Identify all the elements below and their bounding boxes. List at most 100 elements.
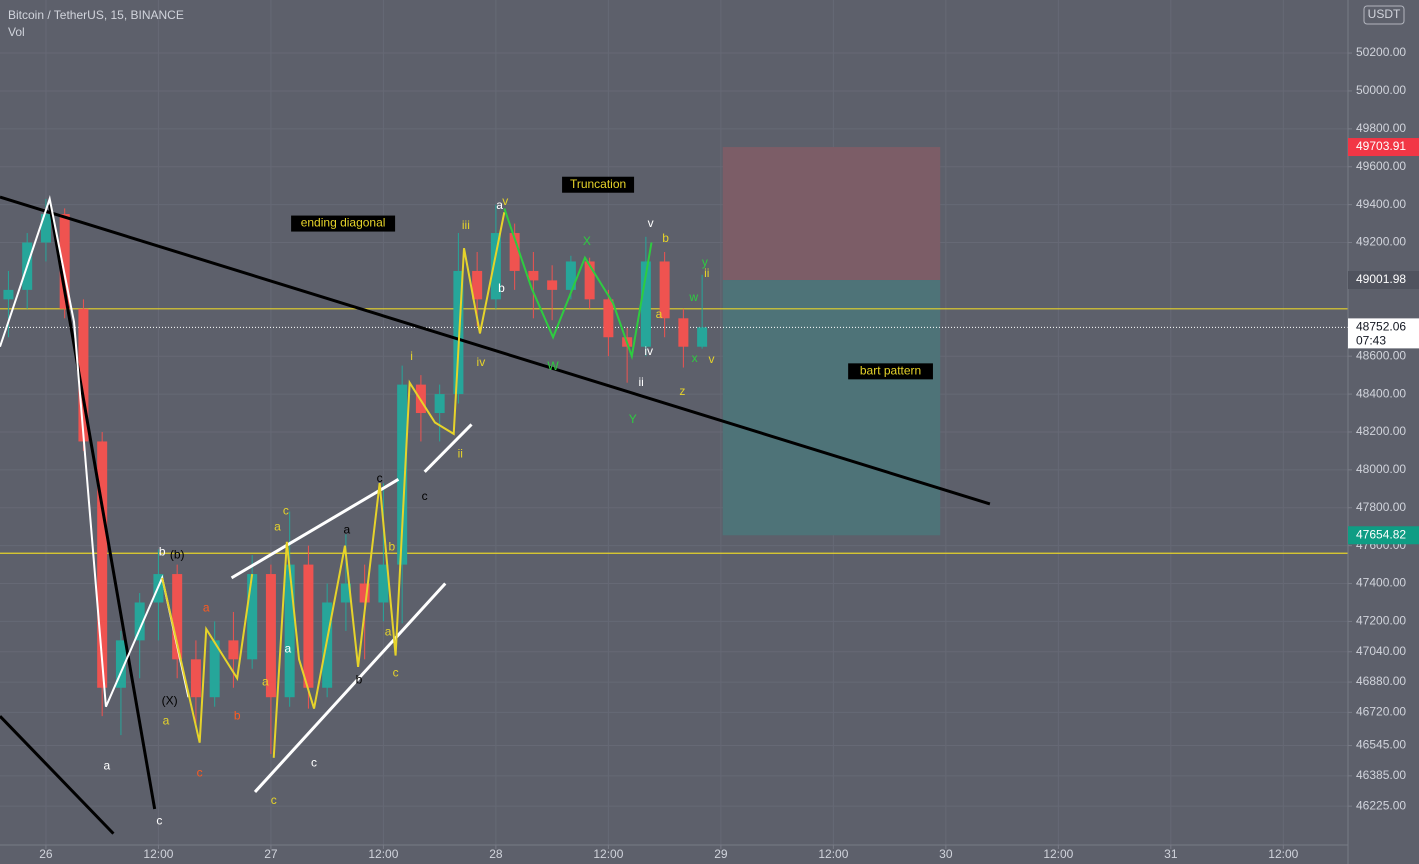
wave-label: iii [462, 218, 470, 232]
wave-label: a [656, 307, 663, 321]
x-tick-label: 26 [39, 847, 53, 861]
wave-label: a [104, 758, 111, 772]
candle-body [528, 270, 539, 281]
wave-label: ii [704, 266, 709, 280]
price-label: 48752.06 [1356, 320, 1406, 334]
wave-label: w [688, 290, 698, 304]
x-tick-label: 12:00 [143, 847, 173, 861]
wave-label: c [422, 489, 428, 503]
candle-body [603, 299, 614, 338]
candle-body [115, 640, 126, 688]
plot-area: ending diagonal Truncation bart pattern W X Y… [0, 147, 1348, 835]
wave-label: y [702, 255, 708, 269]
wave-label: c [271, 793, 277, 807]
y-tick-label: 48600.00 [1356, 348, 1406, 362]
wave-label: a [262, 674, 269, 688]
wave-label: c [156, 813, 162, 827]
candle-body [3, 289, 14, 300]
candle-body [303, 564, 314, 688]
wave-label: X [583, 234, 591, 248]
x-tick-label: 29 [714, 847, 728, 861]
price-label-box [1348, 138, 1419, 157]
wave-label: c [393, 666, 399, 680]
wave-label: z [679, 384, 685, 398]
y-tick-label: 47800.00 [1356, 500, 1406, 514]
candle-body [190, 659, 201, 698]
x-tick-label: 12:00 [1268, 847, 1298, 861]
y-tick-label: 49200.00 [1356, 235, 1406, 249]
price-label: 47654.82 [1356, 527, 1406, 541]
wave-label: c [377, 471, 383, 485]
wave-label: iv [644, 344, 653, 358]
annotation: Truncation [570, 177, 626, 191]
wave-label: x [692, 351, 698, 365]
y-tick-label: 48200.00 [1356, 424, 1406, 438]
y-tick-label: 46880.00 [1356, 674, 1406, 688]
y-tick-label: 50000.00 [1356, 83, 1406, 97]
candle-body [228, 640, 239, 660]
x-tick-label: 12:00 [593, 847, 623, 861]
y-tick-label: 50200.00 [1356, 45, 1406, 59]
candle-body [378, 564, 389, 603]
wave-label: ii [639, 375, 644, 389]
currency-box[interactable] [1363, 5, 1405, 25]
wave-label: (X) [162, 693, 178, 707]
wave-label: Y [629, 412, 637, 426]
trendline [0, 195, 991, 506]
wave-label: v [708, 352, 714, 366]
x-tick-label: 28 [489, 847, 503, 861]
wave-label: W [547, 359, 559, 373]
annotation-box [848, 363, 933, 380]
wave-label: b [234, 708, 241, 722]
candle-body [659, 261, 670, 319]
candle-body [584, 261, 595, 300]
candle-body [284, 564, 295, 698]
candle-body [40, 214, 51, 243]
candle-body [434, 394, 445, 414]
y-tick-label: 47400.00 [1356, 576, 1406, 590]
wave-label: b [356, 672, 363, 686]
wave-label: a [343, 523, 350, 537]
volume-label: Vol [8, 25, 25, 39]
wave-label: b [498, 281, 505, 295]
wave-label: v [648, 216, 654, 230]
y-tick-label: 47200.00 [1356, 614, 1406, 628]
candle-body [397, 384, 408, 565]
y-tick-label: 46545.00 [1356, 738, 1406, 752]
price-label: 49703.91 [1356, 139, 1406, 153]
y-tick-label: 48000.00 [1356, 462, 1406, 476]
wave-label: c [283, 504, 289, 518]
trendline [48, 204, 157, 810]
wave-label: v [502, 194, 508, 208]
x-tick-label: 12:00 [1043, 847, 1073, 861]
candle-body [265, 574, 276, 698]
chart-title: Bitcoin / TetherUS, 15, BINANCE [8, 8, 184, 22]
wave-label: b [388, 540, 395, 554]
candle-body [509, 233, 520, 271]
candle-body [134, 602, 145, 641]
candle-body [359, 583, 370, 603]
annotation-box [562, 176, 635, 193]
y-tick-label: 49600.00 [1356, 159, 1406, 173]
trendline [0, 715, 115, 835]
target-zone [722, 280, 941, 536]
price-label: 49001.98 [1356, 272, 1406, 286]
candle-body [247, 574, 258, 660]
x-tick-label: 27 [264, 847, 278, 861]
wave-label: a [284, 641, 291, 655]
wave-label: i [410, 349, 413, 363]
currency[interactable]: USDT [1368, 7, 1401, 21]
candle-body [640, 261, 651, 347]
wave-line [272, 212, 506, 758]
trendline [230, 478, 400, 580]
x-tick-label: 30 [939, 847, 953, 861]
candle-body [472, 270, 483, 300]
trendline [253, 582, 447, 793]
wave-label: iv [477, 355, 486, 369]
wave-label: b [662, 231, 669, 245]
candle-body [547, 280, 558, 290]
candle-body [172, 574, 183, 660]
price-label-box [1348, 526, 1419, 545]
